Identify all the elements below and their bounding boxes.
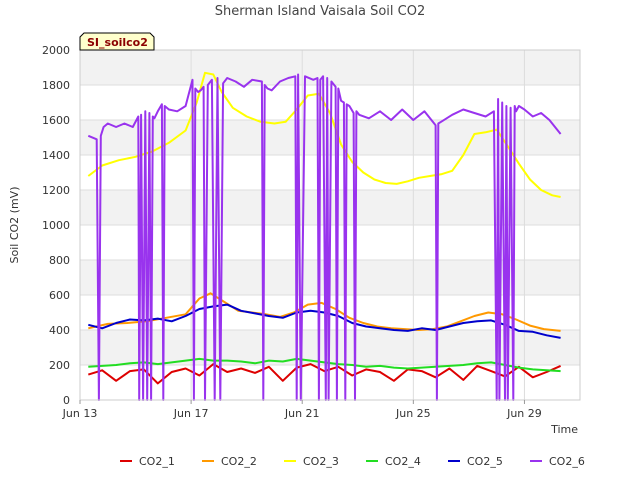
x-tick-label: Jun 17	[173, 407, 209, 420]
y-tick-label: 400	[49, 324, 70, 337]
series-line-co2-1	[88, 363, 562, 385]
y-tick-label: 1400	[42, 149, 70, 162]
plot-frame	[79, 49, 581, 401]
y-tick-label: 800	[49, 254, 70, 267]
y-tick-label: 1200	[42, 184, 70, 197]
x-tick-label: Jun 29	[506, 407, 542, 420]
y-tick-label: 1800	[42, 79, 70, 92]
y-axis-ticks: 0 200 400 600 800 1000 1200 1400 1600 1800 2000	[42, 44, 70, 407]
series-line-co2-4	[88, 357, 561, 373]
y-tick-label: 2000	[42, 44, 70, 57]
y-tick-label: 1000	[42, 219, 70, 232]
y-tick-label: 200	[49, 359, 70, 372]
series-line-co2-6	[87, 73, 562, 401]
chart-title: Sherman Island Vaisala Soil CO2	[215, 4, 425, 19]
legend-label-co2-5: CO2_5	[467, 455, 503, 468]
x-axis-label: Time	[550, 423, 578, 436]
site-badge-box	[79, 32, 155, 51]
y-tick-label: 1600	[42, 114, 70, 127]
y-tick-label: 600	[49, 289, 70, 302]
legend: CO2_1 CO2_2 CO2_3 CO2_4 CO2_5 CO2_6	[120, 455, 585, 468]
legend-label-co2-3: CO2_3	[303, 455, 339, 468]
legend-label-co2-2: CO2_2	[221, 455, 257, 468]
x-tick-label: Jun 21	[284, 407, 320, 420]
x-tick-label: Jun 25	[395, 407, 431, 420]
site-badge-label: SI_soilco2	[87, 36, 148, 49]
legend-label-co2-6: CO2_6	[549, 455, 585, 468]
plot-band	[80, 50, 580, 85]
y-axis-label: Soil CO2 (mV)	[8, 187, 21, 264]
legend-label-co2-1: CO2_1	[139, 455, 175, 468]
y-tick-label: 0	[63, 394, 70, 407]
site-badge: SI_soilco2	[79, 32, 155, 51]
x-axis-ticks: Jun 13 Jun 17 Jun 21 Jun 25 Jun 29	[62, 400, 542, 420]
x-tick-label: Jun 13	[62, 407, 98, 420]
series-layer	[87, 71, 562, 401]
legend-label-co2-4: CO2_4	[385, 455, 421, 468]
